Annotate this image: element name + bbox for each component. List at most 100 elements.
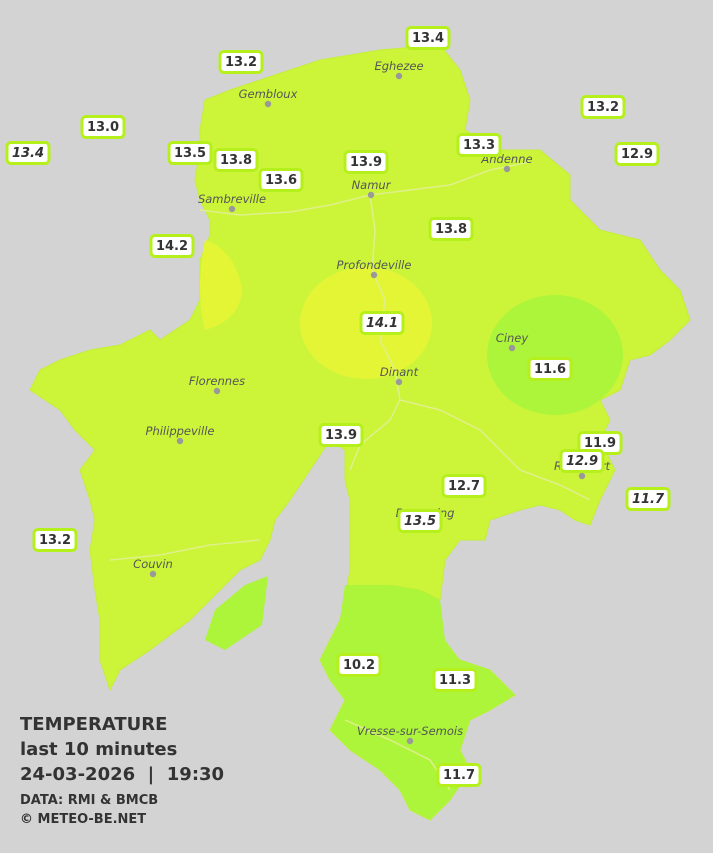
station-box: [213, 148, 259, 172]
station: 12.9: [559, 449, 605, 473]
station: 13.9: [343, 150, 389, 174]
zone-cool: [320, 585, 515, 820]
station-value: 13.8: [220, 153, 252, 168]
station-value: 13.4: [12, 146, 44, 161]
station: 13.9: [318, 423, 364, 447]
station-box: [336, 653, 382, 677]
station-value: 12.9: [566, 454, 598, 469]
station-box: [580, 95, 626, 119]
station-value: 13.2: [587, 100, 619, 115]
station: 11.3: [432, 668, 478, 692]
legend-source: DATA: RMI & BMCB: [20, 793, 158, 808]
town-dot: [395, 378, 403, 386]
station: 13.5: [167, 141, 213, 165]
town-label: Ciney: [496, 331, 529, 345]
station: 11.6: [527, 357, 573, 381]
station-box: [527, 357, 573, 381]
station-value: 11.6: [534, 362, 566, 377]
town-dot: [395, 72, 403, 80]
station-value: 12.9: [621, 147, 653, 162]
station-value: 11.9: [584, 436, 616, 451]
station-box: [318, 423, 364, 447]
station-box: [428, 217, 474, 241]
town-dot: [149, 570, 157, 578]
station: 10.2: [336, 653, 382, 677]
station: 13.5: [397, 509, 443, 533]
station-value: 13.2: [39, 533, 71, 548]
station-value: 13.9: [350, 155, 382, 170]
station: 13.0: [80, 115, 126, 139]
station-box: [80, 115, 126, 139]
town-label: Dinant: [380, 365, 419, 379]
station-value: 13.0: [87, 120, 119, 135]
town-dot: [176, 437, 184, 445]
town-label: Florennes: [189, 374, 245, 388]
station: 14.1: [359, 311, 405, 335]
station-value: 13.8: [435, 222, 467, 237]
town-dot: [213, 387, 221, 395]
station: 13.8: [213, 148, 259, 172]
station: 13.3: [456, 133, 502, 157]
town-label: Eghezee: [374, 59, 423, 73]
town-dot: [508, 344, 516, 352]
station: 13.4: [405, 26, 451, 50]
zone-cool: [487, 295, 623, 415]
station-value: 13.6: [265, 173, 297, 188]
legend-credit: © METEO-BE.NET: [20, 812, 146, 827]
station-value: 12.7: [448, 479, 480, 494]
town-dot: [578, 472, 586, 480]
station: 13.6: [258, 168, 304, 192]
station-box: [456, 133, 502, 157]
station: 13.2: [580, 95, 626, 119]
station-value: 13.4: [412, 31, 444, 46]
legend-title: TEMPERATURE: [20, 714, 167, 735]
station-value: 11.7: [443, 768, 475, 783]
town-dot: [370, 271, 378, 279]
station-value: 14.1: [366, 316, 398, 331]
station-box: [359, 311, 405, 335]
station: 11.7: [436, 763, 482, 787]
station-value: 14.2: [156, 239, 188, 254]
station-box: [405, 26, 451, 50]
station-value: 13.3: [463, 138, 495, 153]
station-box: [441, 474, 487, 498]
stations: 13.4 13.2 13.2 13.0 13.4 13.5 13.8 13.9 13.3 12.9…: [5, 26, 671, 787]
station-box: [559, 449, 605, 473]
station: 13.4: [5, 141, 51, 165]
town-label: Philippeville: [146, 424, 215, 438]
station-box: [625, 487, 671, 511]
station-box: [397, 509, 443, 533]
station: 13.2: [32, 528, 78, 552]
zone-cool: [205, 576, 268, 650]
station: 12.7: [441, 474, 487, 498]
station: 11.7: [625, 487, 671, 511]
station-value: 13.2: [225, 55, 257, 70]
legend: TEMPERATURE last 10 minutes 24-03-2026 |…: [20, 714, 224, 827]
town-dot: [367, 191, 375, 199]
station-box: [614, 142, 660, 166]
station-box: [258, 168, 304, 192]
station-value: 13.9: [325, 428, 357, 443]
legend-datetime: 24-03-2026 | 19:30: [20, 764, 224, 785]
station: 12.9: [614, 142, 660, 166]
town-dot: [503, 165, 511, 173]
station: 13.8: [428, 217, 474, 241]
station-box: [149, 234, 195, 258]
station-box: [432, 668, 478, 692]
town-label: Gembloux: [239, 87, 298, 101]
legend-subtitle: last 10 minutes: [20, 739, 177, 760]
town-label: Profondeville: [337, 258, 412, 272]
station-box: [218, 50, 264, 74]
station-box: [32, 528, 78, 552]
town-dot: [406, 737, 414, 745]
station-value: 13.5: [174, 146, 206, 161]
station-box: [436, 763, 482, 787]
town-dot: [228, 205, 236, 213]
station-value: 11.7: [632, 492, 665, 507]
station-value: 11.3: [439, 673, 471, 688]
town-dot: [264, 100, 272, 108]
station-value: 13.5: [404, 514, 436, 529]
station: 11.9: [577, 431, 623, 455]
